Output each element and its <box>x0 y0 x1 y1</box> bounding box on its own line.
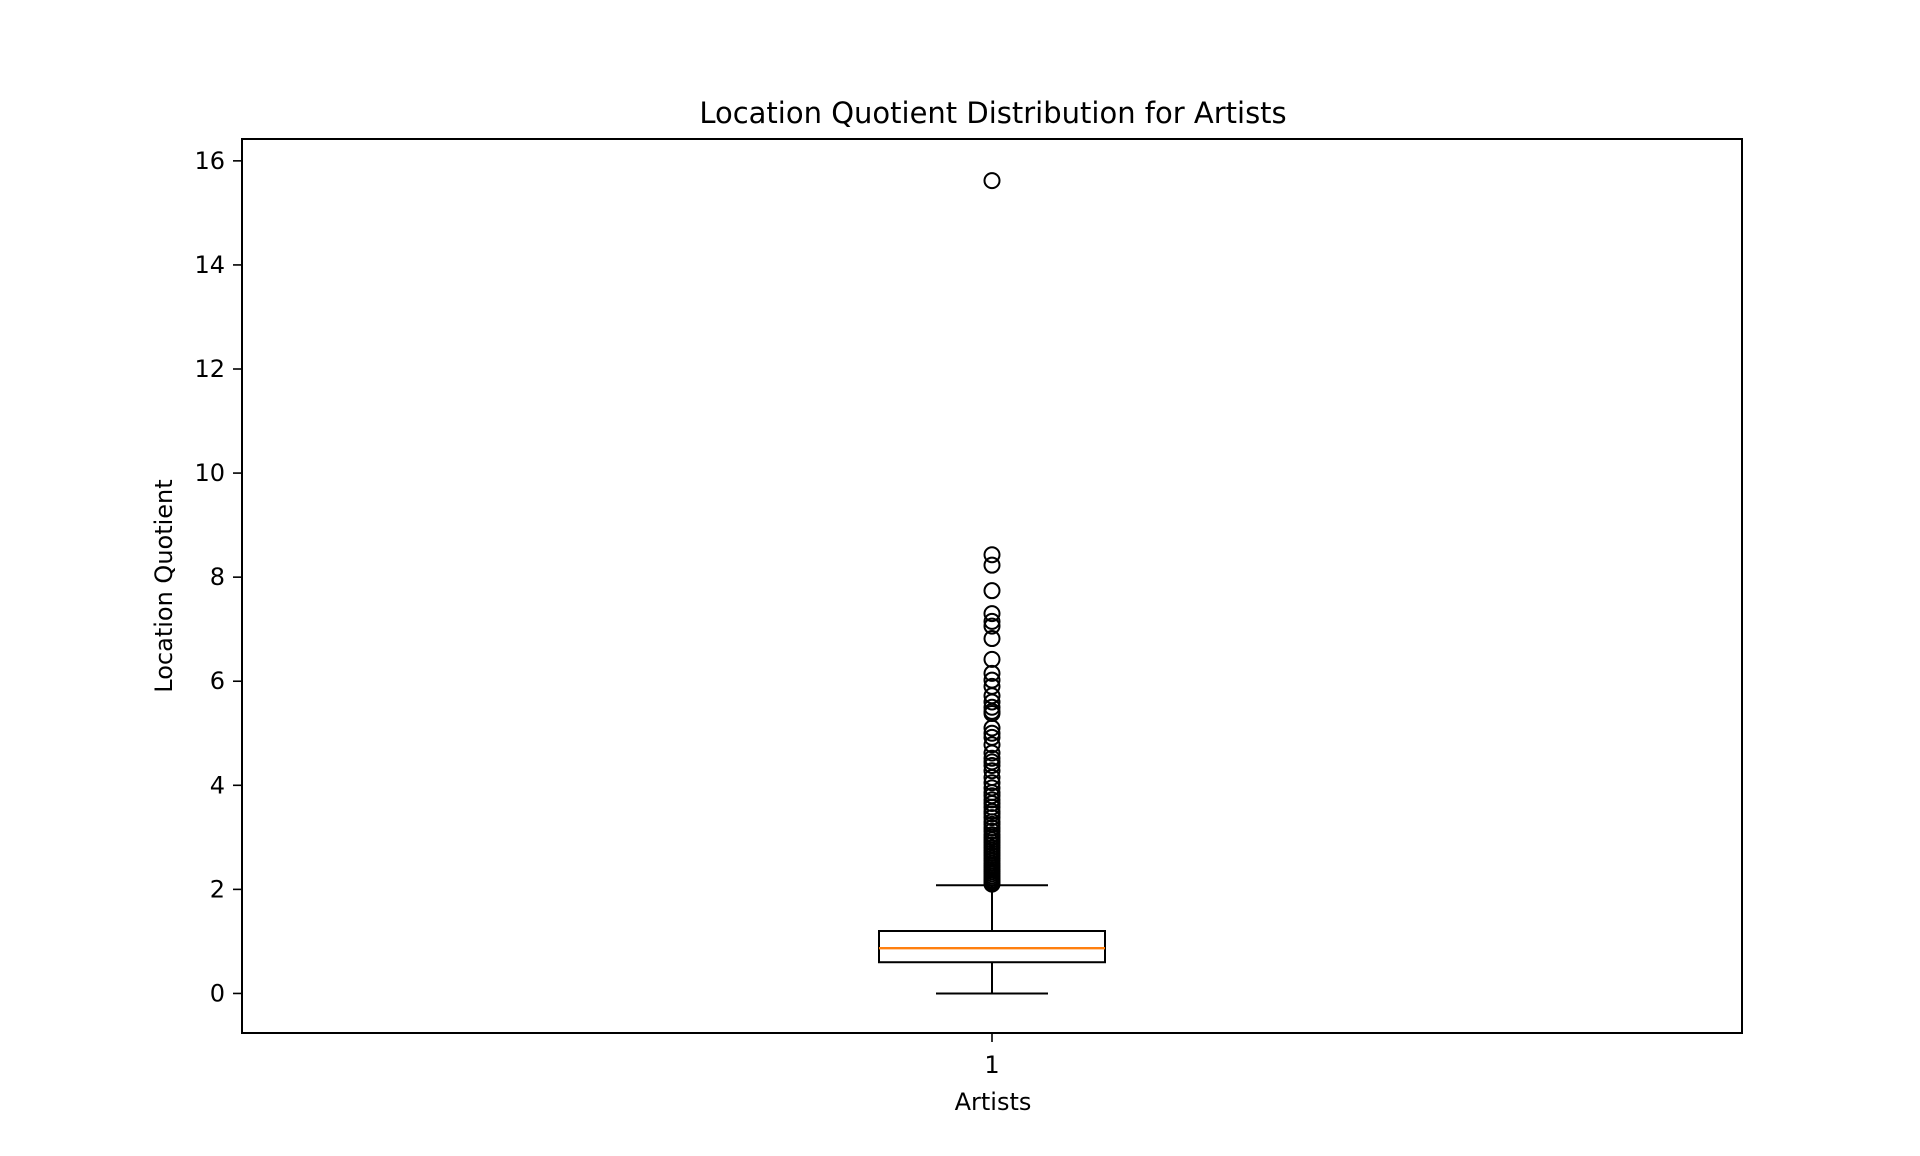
chart-title: Location Quotient Distribution for Artis… <box>699 96 1286 130</box>
x-tick-label: 1 <box>984 1051 999 1079</box>
outlier-point <box>983 744 1001 762</box>
outlier-point <box>983 736 1001 754</box>
x-axis-title: Artists <box>955 1088 1032 1116</box>
outlier-point <box>983 719 1001 737</box>
outlier-point <box>983 809 1001 827</box>
outlier-point <box>983 664 1001 682</box>
outlier-point <box>983 724 1001 742</box>
outlier-point <box>983 172 1001 190</box>
outlier-point <box>983 693 1001 711</box>
outlier-point <box>983 630 1001 648</box>
outlier-point <box>983 698 1001 716</box>
outlier-point <box>983 762 1001 780</box>
outlier-point <box>983 875 1001 893</box>
outlier-point <box>983 546 1001 564</box>
y-axis-title: Location Quotient <box>150 479 178 692</box>
plot-area: 0 2 4 6 8 10 12 14 16 1 <box>194 138 1743 1079</box>
outlier-point <box>983 556 1001 574</box>
y-tick-label: 0 <box>210 979 225 1007</box>
y-tick-label: 16 <box>194 147 225 175</box>
outlier-point <box>983 605 1001 623</box>
y-tick-label: 6 <box>210 667 225 695</box>
y-tick-label: 2 <box>210 875 225 903</box>
y-tick-label: 4 <box>210 771 225 799</box>
y-tick-label: 8 <box>210 563 225 591</box>
outlier-point <box>983 612 1001 630</box>
y-tick-label: 14 <box>194 251 225 279</box>
outlier-point <box>983 582 1001 600</box>
iqr-box <box>878 930 1106 964</box>
outlier-point <box>983 757 1001 775</box>
y-tick-label: 12 <box>194 355 225 383</box>
outlier-point <box>983 617 1001 635</box>
y-tick-label: 10 <box>194 459 225 487</box>
outlier-point <box>983 774 1001 792</box>
